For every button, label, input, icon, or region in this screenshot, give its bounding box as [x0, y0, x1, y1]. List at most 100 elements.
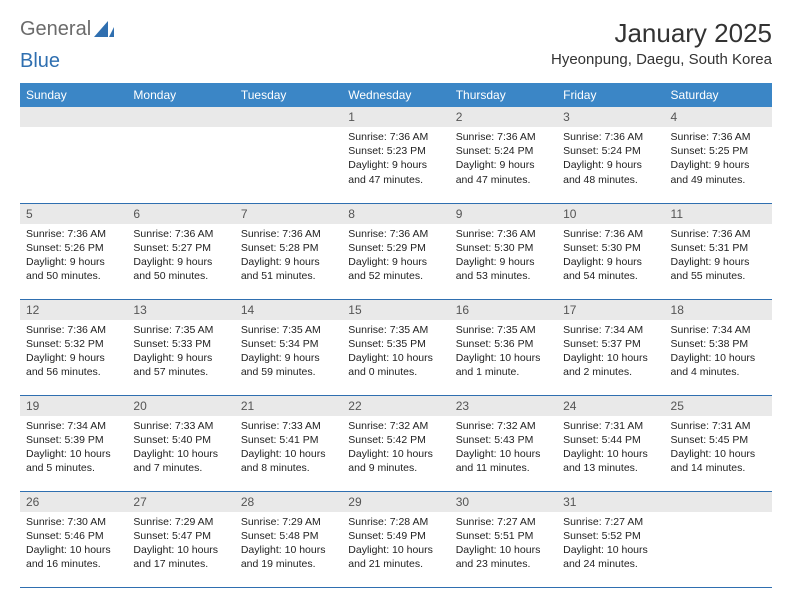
day-number: 29 — [342, 492, 449, 512]
calendar-day-cell: 23Sunrise: 7:32 AMSunset: 5:43 PMDayligh… — [450, 395, 557, 491]
weekday-header-row: SundayMondayTuesdayWednesdayThursdayFrid… — [20, 83, 772, 107]
day-details: Sunrise: 7:36 AMSunset: 5:27 PMDaylight:… — [127, 224, 234, 288]
day-number: 3 — [557, 107, 664, 127]
calendar-day-cell: 13Sunrise: 7:35 AMSunset: 5:33 PMDayligh… — [127, 299, 234, 395]
day-number: 18 — [665, 300, 772, 320]
calendar-day-cell: 7Sunrise: 7:36 AMSunset: 5:28 PMDaylight… — [235, 203, 342, 299]
day-details: Sunrise: 7:35 AMSunset: 5:34 PMDaylight:… — [235, 320, 342, 384]
calendar-day-cell: 9Sunrise: 7:36 AMSunset: 5:30 PMDaylight… — [450, 203, 557, 299]
calendar-day-cell: 12Sunrise: 7:36 AMSunset: 5:32 PMDayligh… — [20, 299, 127, 395]
day-number: 13 — [127, 300, 234, 320]
logo-text-blue: Blue — [20, 50, 60, 72]
day-number: 6 — [127, 204, 234, 224]
day-number: 5 — [20, 204, 127, 224]
day-details: Sunrise: 7:27 AMSunset: 5:52 PMDaylight:… — [557, 512, 664, 576]
calendar-body: 1Sunrise: 7:36 AMSunset: 5:23 PMDaylight… — [20, 107, 772, 587]
day-details — [20, 127, 127, 134]
day-details: Sunrise: 7:28 AMSunset: 5:49 PMDaylight:… — [342, 512, 449, 576]
day-details: Sunrise: 7:36 AMSunset: 5:24 PMDaylight:… — [557, 127, 664, 191]
day-details: Sunrise: 7:34 AMSunset: 5:39 PMDaylight:… — [20, 416, 127, 480]
calendar-day-cell: 24Sunrise: 7:31 AMSunset: 5:44 PMDayligh… — [557, 395, 664, 491]
day-number: 2 — [450, 107, 557, 127]
weekday-header: Saturday — [665, 83, 772, 107]
day-details: Sunrise: 7:36 AMSunset: 5:30 PMDaylight:… — [450, 224, 557, 288]
day-details: Sunrise: 7:35 AMSunset: 5:33 PMDaylight:… — [127, 320, 234, 384]
calendar-day-cell: 22Sunrise: 7:32 AMSunset: 5:42 PMDayligh… — [342, 395, 449, 491]
calendar-week-row: 12Sunrise: 7:36 AMSunset: 5:32 PMDayligh… — [20, 299, 772, 395]
logo-sail-icon — [94, 21, 114, 37]
day-number: 30 — [450, 492, 557, 512]
calendar-day-cell — [235, 107, 342, 203]
day-number: 26 — [20, 492, 127, 512]
day-details: Sunrise: 7:35 AMSunset: 5:36 PMDaylight:… — [450, 320, 557, 384]
calendar-day-cell: 21Sunrise: 7:33 AMSunset: 5:41 PMDayligh… — [235, 395, 342, 491]
calendar-day-cell: 29Sunrise: 7:28 AMSunset: 5:49 PMDayligh… — [342, 491, 449, 587]
day-number: 21 — [235, 396, 342, 416]
day-details: Sunrise: 7:36 AMSunset: 5:23 PMDaylight:… — [342, 127, 449, 191]
calendar-day-cell: 5Sunrise: 7:36 AMSunset: 5:26 PMDaylight… — [20, 203, 127, 299]
calendar-day-cell: 27Sunrise: 7:29 AMSunset: 5:47 PMDayligh… — [127, 491, 234, 587]
weekday-header: Sunday — [20, 83, 127, 107]
day-number: 28 — [235, 492, 342, 512]
day-details — [665, 512, 772, 519]
calendar-week-row: 26Sunrise: 7:30 AMSunset: 5:46 PMDayligh… — [20, 491, 772, 587]
calendar-day-cell: 31Sunrise: 7:27 AMSunset: 5:52 PMDayligh… — [557, 491, 664, 587]
day-number: 12 — [20, 300, 127, 320]
day-number: 8 — [342, 204, 449, 224]
calendar-week-row: 19Sunrise: 7:34 AMSunset: 5:39 PMDayligh… — [20, 395, 772, 491]
calendar-day-cell: 10Sunrise: 7:36 AMSunset: 5:30 PMDayligh… — [557, 203, 664, 299]
weekday-header: Wednesday — [342, 83, 449, 107]
day-number — [235, 107, 342, 127]
calendar-day-cell: 26Sunrise: 7:30 AMSunset: 5:46 PMDayligh… — [20, 491, 127, 587]
calendar-day-cell — [20, 107, 127, 203]
day-number: 4 — [665, 107, 772, 127]
calendar-day-cell: 1Sunrise: 7:36 AMSunset: 5:23 PMDaylight… — [342, 107, 449, 203]
calendar-day-cell: 19Sunrise: 7:34 AMSunset: 5:39 PMDayligh… — [20, 395, 127, 491]
day-details: Sunrise: 7:36 AMSunset: 5:26 PMDaylight:… — [20, 224, 127, 288]
weekday-header: Friday — [557, 83, 664, 107]
day-details: Sunrise: 7:36 AMSunset: 5:28 PMDaylight:… — [235, 224, 342, 288]
calendar-week-row: 1Sunrise: 7:36 AMSunset: 5:23 PMDaylight… — [20, 107, 772, 203]
day-number: 27 — [127, 492, 234, 512]
day-details: Sunrise: 7:33 AMSunset: 5:40 PMDaylight:… — [127, 416, 234, 480]
day-number: 24 — [557, 396, 664, 416]
calendar-day-cell: 2Sunrise: 7:36 AMSunset: 5:24 PMDaylight… — [450, 107, 557, 203]
day-details: Sunrise: 7:27 AMSunset: 5:51 PMDaylight:… — [450, 512, 557, 576]
calendar-day-cell: 11Sunrise: 7:36 AMSunset: 5:31 PMDayligh… — [665, 203, 772, 299]
day-details: Sunrise: 7:29 AMSunset: 5:47 PMDaylight:… — [127, 512, 234, 576]
day-details: Sunrise: 7:36 AMSunset: 5:32 PMDaylight:… — [20, 320, 127, 384]
day-details: Sunrise: 7:36 AMSunset: 5:31 PMDaylight:… — [665, 224, 772, 288]
calendar-day-cell: 20Sunrise: 7:33 AMSunset: 5:40 PMDayligh… — [127, 395, 234, 491]
calendar-day-cell: 6Sunrise: 7:36 AMSunset: 5:27 PMDaylight… — [127, 203, 234, 299]
day-details: Sunrise: 7:33 AMSunset: 5:41 PMDaylight:… — [235, 416, 342, 480]
day-number: 22 — [342, 396, 449, 416]
calendar-day-cell: 16Sunrise: 7:35 AMSunset: 5:36 PMDayligh… — [450, 299, 557, 395]
month-title: January 2025 — [551, 18, 772, 49]
day-details: Sunrise: 7:29 AMSunset: 5:48 PMDaylight:… — [235, 512, 342, 576]
day-number: 11 — [665, 204, 772, 224]
calendar-day-cell: 17Sunrise: 7:34 AMSunset: 5:37 PMDayligh… — [557, 299, 664, 395]
day-details — [127, 127, 234, 134]
day-number: 31 — [557, 492, 664, 512]
day-details: Sunrise: 7:31 AMSunset: 5:44 PMDaylight:… — [557, 416, 664, 480]
day-details: Sunrise: 7:31 AMSunset: 5:45 PMDaylight:… — [665, 416, 772, 480]
calendar-day-cell — [665, 491, 772, 587]
day-number: 19 — [20, 396, 127, 416]
day-number: 23 — [450, 396, 557, 416]
day-details: Sunrise: 7:32 AMSunset: 5:43 PMDaylight:… — [450, 416, 557, 480]
day-number — [127, 107, 234, 127]
day-details: Sunrise: 7:36 AMSunset: 5:25 PMDaylight:… — [665, 127, 772, 191]
day-details: Sunrise: 7:35 AMSunset: 5:35 PMDaylight:… — [342, 320, 449, 384]
day-number: 16 — [450, 300, 557, 320]
weekday-header: Thursday — [450, 83, 557, 107]
calendar-day-cell: 30Sunrise: 7:27 AMSunset: 5:51 PMDayligh… — [450, 491, 557, 587]
day-details: Sunrise: 7:34 AMSunset: 5:37 PMDaylight:… — [557, 320, 664, 384]
day-details: Sunrise: 7:32 AMSunset: 5:42 PMDaylight:… — [342, 416, 449, 480]
day-details — [235, 127, 342, 134]
calendar-day-cell: 8Sunrise: 7:36 AMSunset: 5:29 PMDaylight… — [342, 203, 449, 299]
day-details: Sunrise: 7:36 AMSunset: 5:30 PMDaylight:… — [557, 224, 664, 288]
day-number: 14 — [235, 300, 342, 320]
calendar-day-cell: 18Sunrise: 7:34 AMSunset: 5:38 PMDayligh… — [665, 299, 772, 395]
day-number: 20 — [127, 396, 234, 416]
day-number — [665, 492, 772, 512]
